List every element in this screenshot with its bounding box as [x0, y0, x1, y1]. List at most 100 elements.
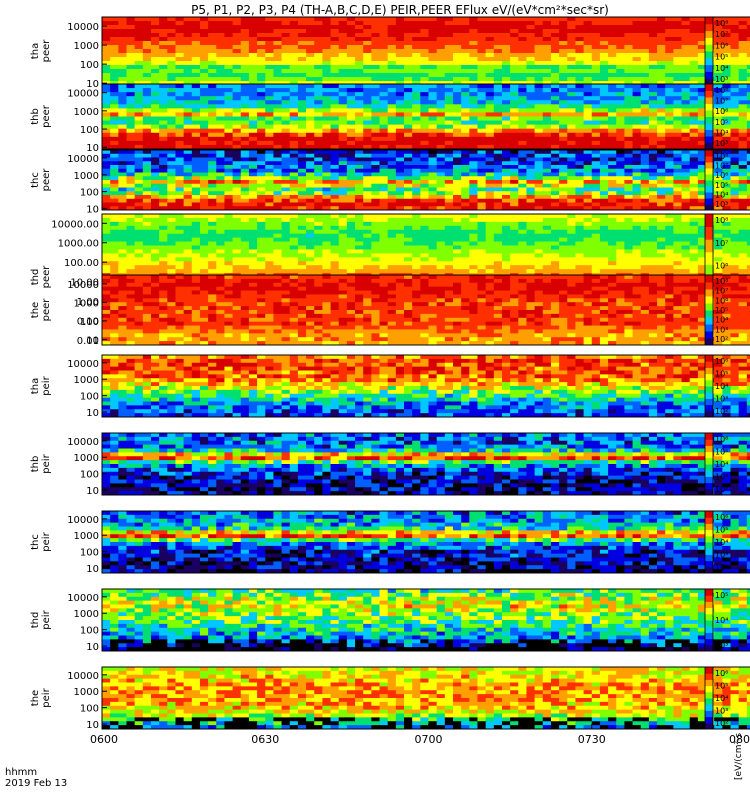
- heatmap-cell: [665, 108, 674, 114]
- heatmap-cell: [118, 81, 128, 85]
- heatmap-cell: [183, 261, 193, 266]
- heatmap-cell: [273, 153, 283, 159]
- heatmap-cell: [265, 65, 275, 70]
- heatmap-cell: [567, 168, 577, 174]
- heatmap-cell: [175, 96, 185, 101]
- heatmap-cell: [469, 180, 479, 185]
- heatmap-cell: [183, 136, 193, 142]
- heatmap-cell: [355, 150, 364, 155]
- heatmap-cell: [257, 69, 266, 74]
- heatmap-cell: [673, 257, 683, 262]
- heatmap-cell: [240, 57, 250, 62]
- heatmap-cell: [322, 161, 332, 166]
- heatmap-cell: [485, 206, 495, 210]
- heatmap-cell: [257, 88, 266, 93]
- heatmap-cell: [159, 153, 168, 159]
- heatmap-cell: [444, 245, 454, 251]
- heatmap-cell: [722, 53, 732, 58]
- heatmap-cell: [183, 65, 193, 70]
- heatmap-cell: [412, 198, 421, 204]
- heatmap-cell: [314, 153, 323, 159]
- heatmap-cell: [297, 195, 307, 200]
- heatmap-cell: [240, 191, 250, 196]
- heatmap-cell: [689, 144, 699, 149]
- heatmap-cell: [338, 183, 348, 189]
- heatmap-cell: [665, 112, 674, 118]
- heatmap-cell: [134, 202, 144, 207]
- heatmap-cell: [616, 221, 625, 227]
- heatmap-cell: [493, 157, 503, 162]
- heatmap-cell: [714, 233, 723, 239]
- heatmap-cell: [518, 168, 528, 174]
- heatmap-cell: [477, 128, 487, 134]
- heatmap-cell: [265, 136, 275, 142]
- heatmap-cell: [183, 202, 193, 207]
- heatmap-cell: [297, 187, 307, 192]
- heatmap-cell: [395, 257, 405, 262]
- heatmap-cell: [599, 195, 609, 200]
- heatmap-cell: [248, 217, 258, 223]
- heatmap-cell: [183, 257, 193, 262]
- heatmap-cell: [273, 144, 283, 149]
- heatmap-cell: [265, 187, 275, 192]
- heatmap-cell: [722, 237, 732, 243]
- heatmap-cell: [559, 202, 568, 207]
- heatmap-cell: [444, 198, 454, 204]
- heatmap-cell: [428, 69, 438, 74]
- heatmap-cell: [461, 183, 470, 189]
- heatmap-cell: [730, 144, 740, 149]
- heatmap-cell: [273, 187, 283, 192]
- heatmap-cell: [608, 150, 617, 155]
- heatmap-cell: [510, 144, 519, 149]
- heatmap-cell: [314, 77, 323, 82]
- heatmap-cell: [534, 65, 544, 70]
- heatmap-cell: [730, 29, 740, 34]
- heatmap-cell: [665, 96, 674, 101]
- heatmap-cell: [452, 237, 462, 243]
- heatmap-cell: [395, 128, 405, 134]
- heatmap-cell: [436, 245, 446, 251]
- heatmap-cell: [485, 29, 495, 34]
- heatmap-cell: [102, 165, 111, 170]
- heatmap-cell: [575, 77, 585, 82]
- heatmap-cell: [738, 249, 748, 254]
- heatmap-cell: [583, 195, 593, 200]
- heatmap-cell: [297, 241, 307, 247]
- heatmap-cell: [534, 172, 544, 177]
- heatmap-cell: [199, 195, 209, 200]
- heatmap-cell: [559, 241, 568, 247]
- heatmap-cell: [142, 153, 152, 159]
- heatmap-cell: [640, 172, 650, 177]
- heatmap-cell: [297, 57, 307, 62]
- heatmap-cell: [436, 41, 446, 46]
- heatmap-cell: [452, 96, 462, 101]
- heatmap-cell: [191, 69, 201, 74]
- heatmap-cell: [150, 195, 160, 200]
- heatmap-cell: [297, 168, 307, 174]
- heatmap-cell: [208, 112, 217, 118]
- heatmap-cell: [624, 57, 634, 62]
- heatmap-cell: [412, 253, 421, 258]
- heatmap-cell: [265, 249, 275, 254]
- heatmap-cell: [265, 257, 275, 262]
- heatmap-cell: [550, 21, 560, 26]
- heatmap-cell: [183, 128, 193, 134]
- heatmap-cell: [640, 108, 650, 114]
- heatmap-cell: [485, 81, 495, 85]
- heatmap-cell: [248, 172, 258, 177]
- heatmap-cell: [102, 69, 111, 74]
- heatmap-cell: [673, 183, 683, 189]
- heatmap-cell: [150, 17, 160, 22]
- heatmap-cell: [273, 249, 283, 254]
- heatmap-cell: [559, 161, 568, 166]
- heatmap-cell: [542, 161, 552, 166]
- heatmap-cell: [608, 45, 617, 50]
- heatmap-cell: [657, 108, 666, 114]
- heatmap-cell: [452, 241, 462, 247]
- heatmap-cell: [355, 221, 364, 227]
- heatmap-cell: [387, 198, 397, 204]
- heatmap-cell: [395, 112, 405, 118]
- heatmap-cell: [371, 241, 381, 247]
- heatmap-cell: [224, 217, 234, 223]
- heatmap-cell: [110, 88, 119, 93]
